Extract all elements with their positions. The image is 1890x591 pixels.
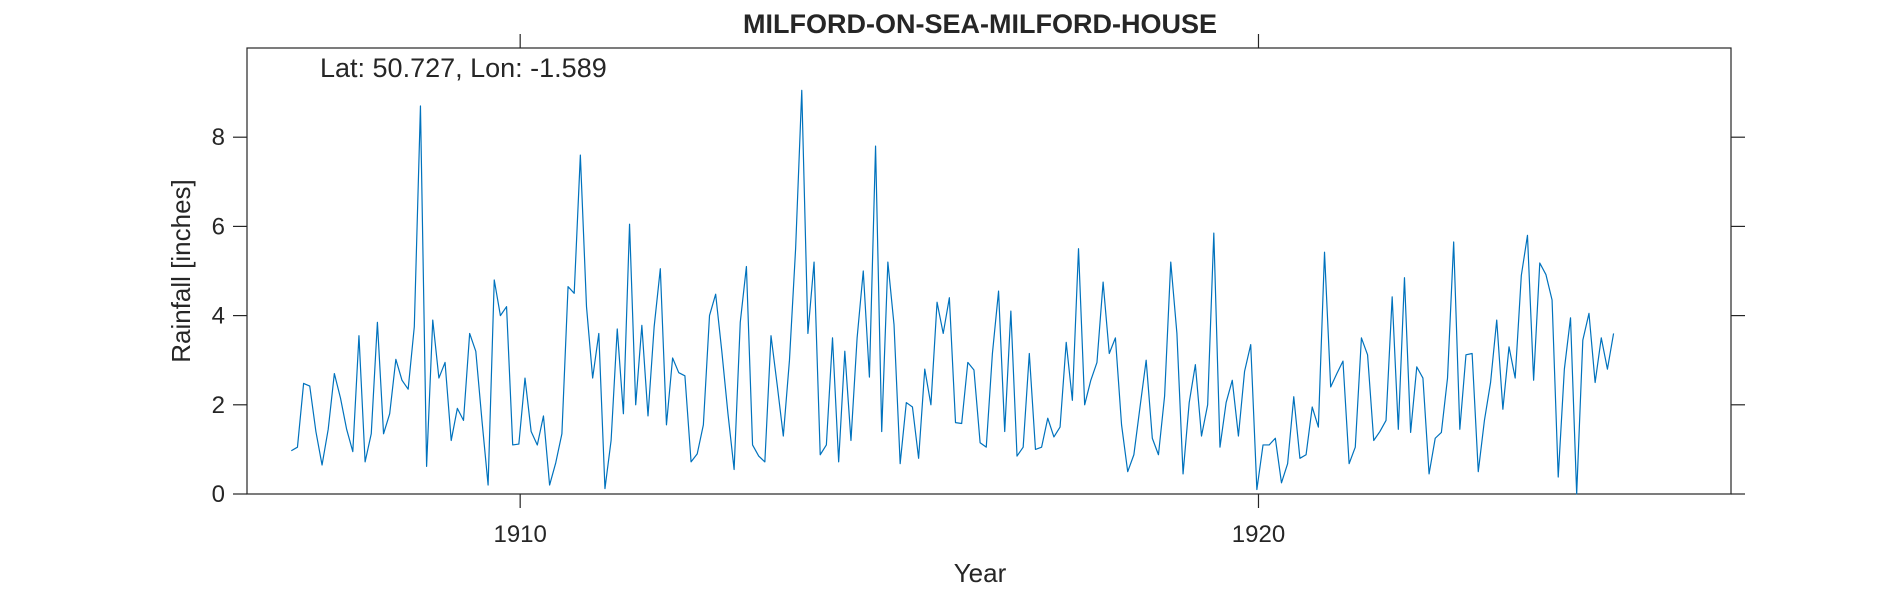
rainfall-series-line [290, 89, 1615, 495]
y-axis-label: Rainfall [inches] [166, 179, 196, 363]
plot-area [246, 47, 1732, 495]
chart-title: MILFORD-ON-SEA-MILFORD-HOUSE [743, 9, 1217, 39]
y-tick-label: 0 [212, 481, 225, 508]
y-tick-label: 2 [212, 392, 225, 419]
axis-ticks [233, 34, 1745, 508]
y-tick-labels: 0 2 4 6 8 [212, 124, 225, 508]
y-tick-label: 8 [212, 124, 225, 151]
x-axis-label: Year [954, 558, 1007, 588]
x-tick-labels: 1910 1920 [493, 521, 1285, 548]
y-tick-label: 4 [212, 303, 225, 330]
x-tick-label: 1910 [493, 521, 546, 548]
y-tick-label: 6 [212, 213, 225, 240]
lat-lon-annotation: Lat: 50.727, Lon: -1.589 [320, 53, 607, 83]
x-tick-label: 1920 [1232, 521, 1285, 548]
